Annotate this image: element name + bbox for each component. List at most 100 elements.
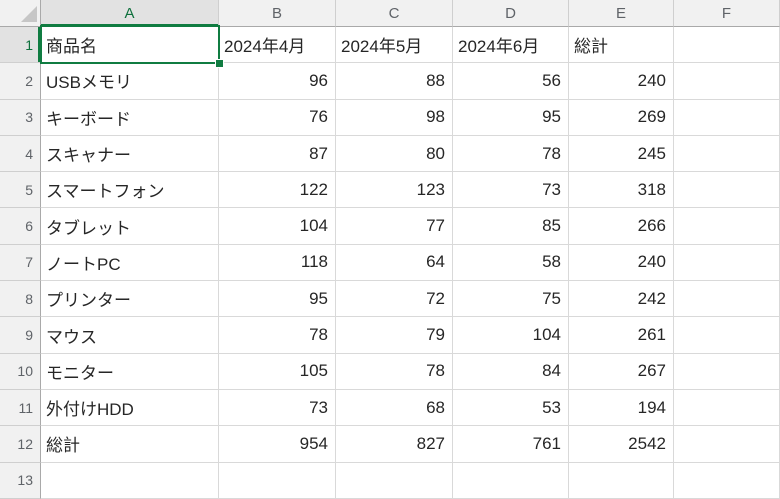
cell-F10[interactable] (674, 353, 780, 390)
cell-B7[interactable]: 118 (219, 244, 336, 282)
cell-A9[interactable]: マウス (41, 317, 219, 354)
cell-C4[interactable]: 80 (336, 135, 453, 173)
cell-D12[interactable]: 761 (453, 426, 569, 463)
row-header-13[interactable]: 13 (0, 462, 41, 499)
fill-handle[interactable] (215, 59, 224, 68)
cell-E9[interactable]: 261 (569, 317, 674, 354)
cell-D6[interactable]: 85 (453, 208, 569, 245)
row-header-2[interactable]: 2 (0, 63, 41, 100)
cell-C10[interactable]: 78 (336, 353, 453, 390)
cell-D1[interactable]: 2024年6月 (453, 27, 569, 64)
column-header-D[interactable]: D (453, 0, 569, 27)
cell-E10[interactable]: 267 (569, 353, 674, 390)
column-header-E[interactable]: E (569, 0, 674, 27)
cell-B6[interactable]: 104 (219, 208, 336, 245)
cell-B5[interactable]: 122 (219, 172, 336, 209)
row-header-8[interactable]: 8 (0, 281, 41, 318)
cell-A12[interactable]: 総計 (41, 426, 219, 463)
cell-A4[interactable]: スキャナー (41, 135, 219, 173)
cell-F3[interactable] (674, 99, 780, 136)
cell-B11[interactable]: 73 (219, 389, 336, 427)
cell-C12[interactable]: 827 (336, 426, 453, 463)
cell-C1[interactable]: 2024年5月 (336, 27, 453, 64)
row-header-5[interactable]: 5 (0, 172, 41, 209)
cell-D9[interactable]: 104 (453, 317, 569, 354)
cell-E1[interactable]: 総計 (569, 27, 674, 64)
row-header-10[interactable]: 10 (0, 353, 41, 390)
cell-F13[interactable] (674, 462, 780, 499)
cell-C9[interactable]: 79 (336, 317, 453, 354)
cell-F4[interactable] (674, 135, 780, 173)
cell-C2[interactable]: 88 (336, 63, 453, 100)
cell-F5[interactable] (674, 172, 780, 209)
cell-D5[interactable]: 73 (453, 172, 569, 209)
cell-F2[interactable] (674, 63, 780, 100)
cell-D3[interactable]: 95 (453, 99, 569, 136)
cell-F11[interactable] (674, 389, 780, 427)
cell-E13[interactable] (569, 462, 674, 499)
row-header-1[interactable]: 1 (0, 27, 41, 64)
cell-E6[interactable]: 266 (569, 208, 674, 245)
cell-E4[interactable]: 245 (569, 135, 674, 173)
cell-F12[interactable] (674, 426, 780, 463)
cell-C7[interactable]: 64 (336, 244, 453, 282)
cell-F8[interactable] (674, 281, 780, 318)
cell-F7[interactable] (674, 244, 780, 282)
select-all-triangle-icon (21, 6, 37, 22)
cell-A3[interactable]: キーボード (41, 99, 219, 136)
row-header-4[interactable]: 4 (0, 135, 41, 173)
cell-C6[interactable]: 77 (336, 208, 453, 245)
row-header-12[interactable]: 12 (0, 426, 41, 463)
cell-D4[interactable]: 78 (453, 135, 569, 173)
cell-D13[interactable] (453, 462, 569, 499)
cell-A8[interactable]: プリンター (41, 281, 219, 318)
cell-A10[interactable]: モニター (41, 353, 219, 390)
row-header-7[interactable]: 7 (0, 244, 41, 282)
cell-F9[interactable] (674, 317, 780, 354)
cell-A2[interactable]: USBメモリ (41, 63, 219, 100)
row-header-11[interactable]: 11 (0, 389, 41, 427)
cell-A11[interactable]: 外付けHDD (41, 389, 219, 427)
cell-B12[interactable]: 954 (219, 426, 336, 463)
cell-B3[interactable]: 76 (219, 99, 336, 136)
cell-B2[interactable]: 96 (219, 63, 336, 100)
cell-D11[interactable]: 53 (453, 389, 569, 427)
row-header-9[interactable]: 9 (0, 317, 41, 354)
cell-B10[interactable]: 105 (219, 353, 336, 390)
cell-C3[interactable]: 98 (336, 99, 453, 136)
select-all-button[interactable] (0, 0, 41, 27)
cell-D10[interactable]: 84 (453, 353, 569, 390)
row-header-6[interactable]: 6 (0, 208, 41, 245)
column-header-B[interactable]: B (219, 0, 336, 27)
cell-D7[interactable]: 58 (453, 244, 569, 282)
cell-D8[interactable]: 75 (453, 281, 569, 318)
cell-A13[interactable] (41, 462, 219, 499)
cell-E12[interactable]: 2542 (569, 426, 674, 463)
cell-C13[interactable] (336, 462, 453, 499)
cell-D2[interactable]: 56 (453, 63, 569, 100)
cell-C11[interactable]: 68 (336, 389, 453, 427)
cell-E2[interactable]: 240 (569, 63, 674, 100)
cell-B8[interactable]: 95 (219, 281, 336, 318)
cell-C8[interactable]: 72 (336, 281, 453, 318)
cell-B9[interactable]: 78 (219, 317, 336, 354)
cell-F1[interactable] (674, 27, 780, 64)
column-header-C[interactable]: C (336, 0, 453, 27)
cell-C5[interactable]: 123 (336, 172, 453, 209)
cell-E8[interactable]: 242 (569, 281, 674, 318)
cell-A1[interactable]: 商品名 (41, 27, 219, 64)
row-header-3[interactable]: 3 (0, 99, 41, 136)
cell-B1[interactable]: 2024年4月 (219, 27, 336, 64)
cell-E7[interactable]: 240 (569, 244, 674, 282)
cell-E5[interactable]: 318 (569, 172, 674, 209)
cell-E3[interactable]: 269 (569, 99, 674, 136)
cell-B13[interactable] (219, 462, 336, 499)
cell-A5[interactable]: スマートフォン (41, 172, 219, 209)
cell-A6[interactable]: タブレット (41, 208, 219, 245)
column-header-F[interactable]: F (674, 0, 780, 27)
cell-A7[interactable]: ノートPC (41, 244, 219, 282)
cell-F6[interactable] (674, 208, 780, 245)
cell-E11[interactable]: 194 (569, 389, 674, 427)
column-header-A[interactable]: A (41, 0, 219, 27)
cell-B4[interactable]: 87 (219, 135, 336, 173)
